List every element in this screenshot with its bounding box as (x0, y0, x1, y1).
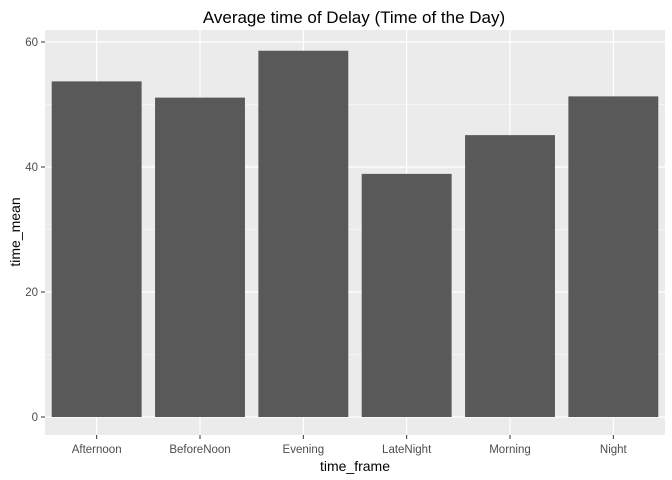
y-tick-label: 0 (32, 412, 38, 424)
x-axis-title: time_frame (320, 458, 390, 474)
bar-evening (258, 50, 349, 417)
y-axis-title: time_mean (7, 197, 23, 266)
bar-morning (465, 135, 555, 417)
bar-beforenoon (155, 97, 245, 417)
x-tick-label: Afternoon (72, 444, 122, 456)
x-tick-label: Evening (283, 444, 325, 456)
bar-latenight (361, 173, 452, 417)
y-tick-label: 20 (25, 287, 38, 299)
minor-gridlines (45, 104, 665, 355)
chart-title: Average time of Delay (Time of the Day) (203, 8, 505, 27)
y-tick-label: 40 (25, 162, 38, 174)
x-tick-label: Night (600, 444, 628, 456)
bar-night (568, 96, 659, 417)
x-axis-ticks: Afternoon BeforeNoon Evening LateNight Morni… (72, 435, 628, 456)
x-tick-label: LateNight (382, 444, 432, 456)
y-axis-ticks: 0 20 40 60 (25, 37, 45, 424)
plot-panel (45, 30, 665, 435)
x-tick-label: BeforeNoon (169, 444, 230, 456)
bar-series (51, 50, 659, 417)
x-tick-label: Morning (489, 444, 531, 456)
bar-afternoon (51, 81, 142, 417)
y-tick-label: 60 (25, 37, 38, 49)
